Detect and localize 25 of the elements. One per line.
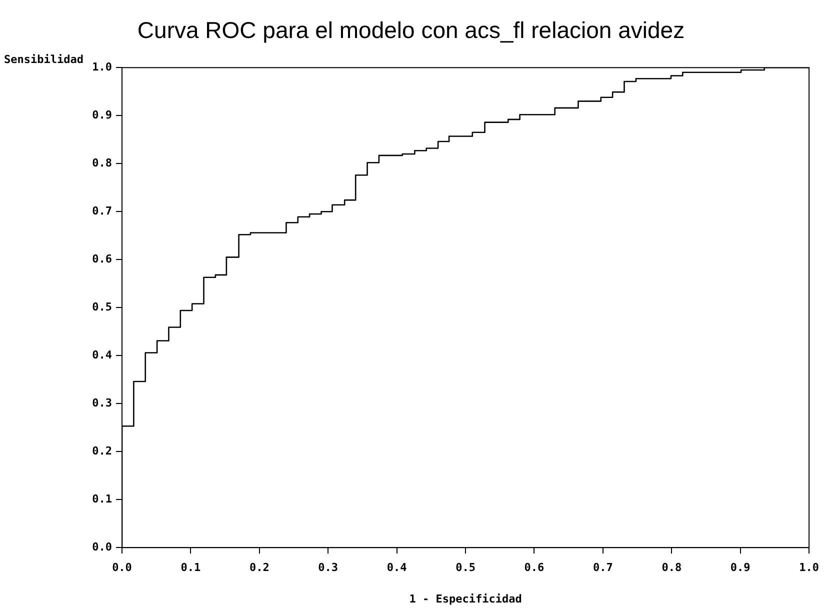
y-tick-label: 1.0 — [92, 60, 112, 74]
y-tick-label: 0.1 — [92, 492, 112, 506]
x-tick-label: 1.0 — [799, 561, 820, 574]
y-tick-label: 0.5 — [92, 300, 112, 314]
y-tick-label: 0.9 — [92, 108, 112, 122]
x-tick-label: 0.4 — [386, 561, 408, 574]
x-tick-label: 0.0 — [112, 561, 132, 574]
x-tick-label: 0.6 — [524, 561, 545, 574]
x-tick-label: 0.3 — [318, 561, 338, 574]
chart-title: Curva ROC para el modelo con acs_fl relacion avidez — [137, 17, 685, 44]
x-tick-label: 0.8 — [662, 561, 682, 574]
x-axis-title: 1 - Especificidad — [409, 592, 522, 606]
y-axis-title: Sensibilidad — [4, 52, 84, 66]
y-tick-label: 0.3 — [92, 396, 112, 410]
y-tick-label: 0.8 — [92, 156, 112, 170]
y-tick-label: 0.4 — [92, 348, 112, 362]
y-tick-label: 0.2 — [92, 444, 112, 458]
x-tick-label: 0.2 — [249, 561, 270, 574]
y-tick-label: 0.0 — [92, 540, 112, 554]
x-tick-label: 0.1 — [180, 561, 202, 574]
x-tick-label: 0.5 — [456, 561, 476, 574]
y-tick-label: 0.7 — [92, 204, 112, 218]
y-tick-label: 0.6 — [92, 252, 112, 266]
x-tick-label: 0.7 — [593, 561, 613, 574]
x-tick-label: 0.9 — [730, 561, 750, 574]
